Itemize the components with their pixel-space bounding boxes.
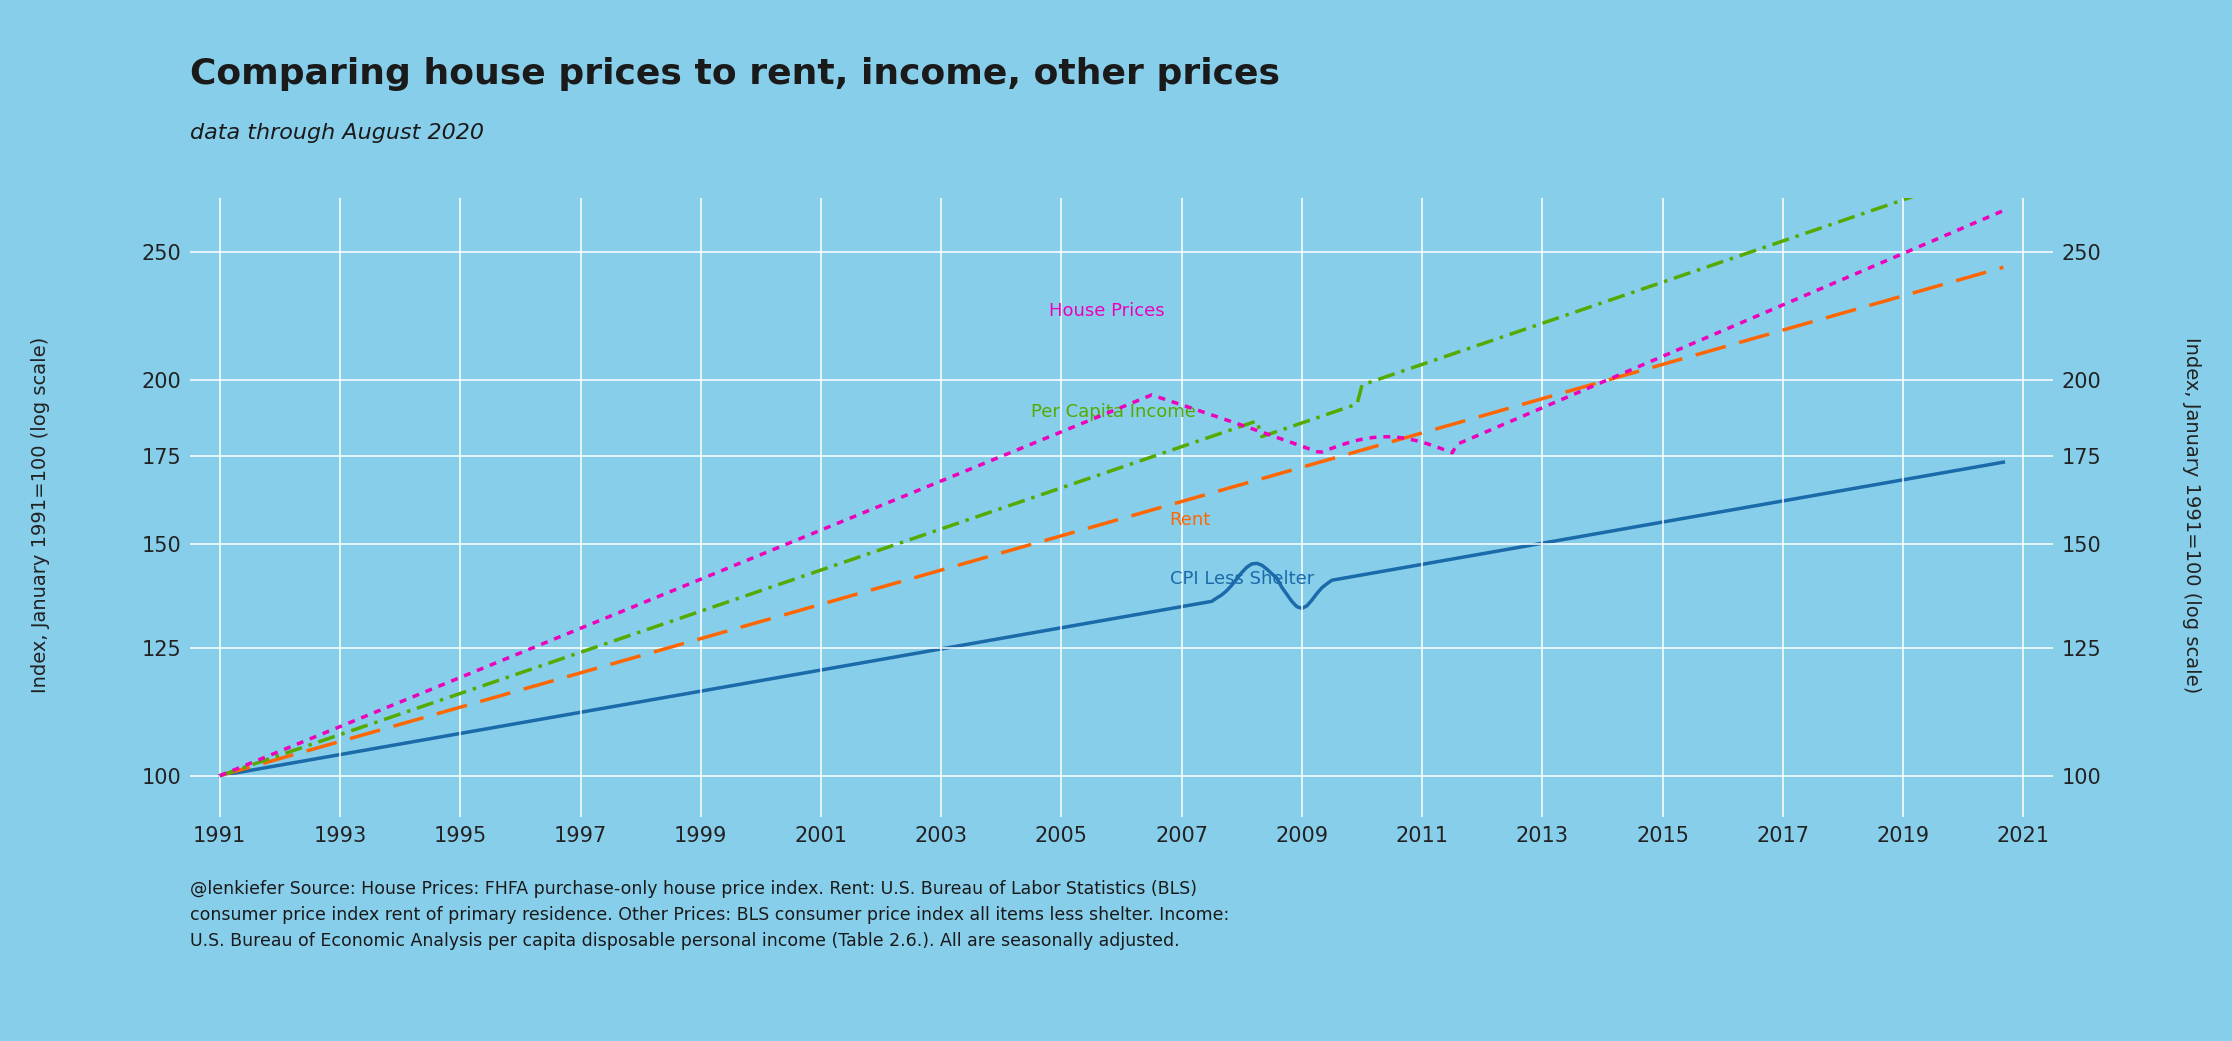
Text: Index, January 1991=100 (log scale): Index, January 1991=100 (log scale) — [31, 337, 49, 693]
Text: CPI Less Shelter: CPI Less Shelter — [1170, 569, 1315, 587]
Text: @lenkiefer Source: House Prices: FHFA purchase-only house price index. Rent: U.S: @lenkiefer Source: House Prices: FHFA pu… — [190, 880, 1230, 950]
Text: data through August 2020: data through August 2020 — [190, 123, 484, 143]
Text: House Prices: House Prices — [1049, 302, 1165, 320]
Text: Comparing house prices to rent, income, other prices: Comparing house prices to rent, income, … — [190, 57, 1279, 92]
Text: Per Capita Income: Per Capita Income — [1031, 403, 1196, 422]
Text: Rent: Rent — [1170, 511, 1212, 529]
Text: Index, January 1991=100 (log scale): Index, January 1991=100 (log scale) — [2183, 337, 2201, 693]
